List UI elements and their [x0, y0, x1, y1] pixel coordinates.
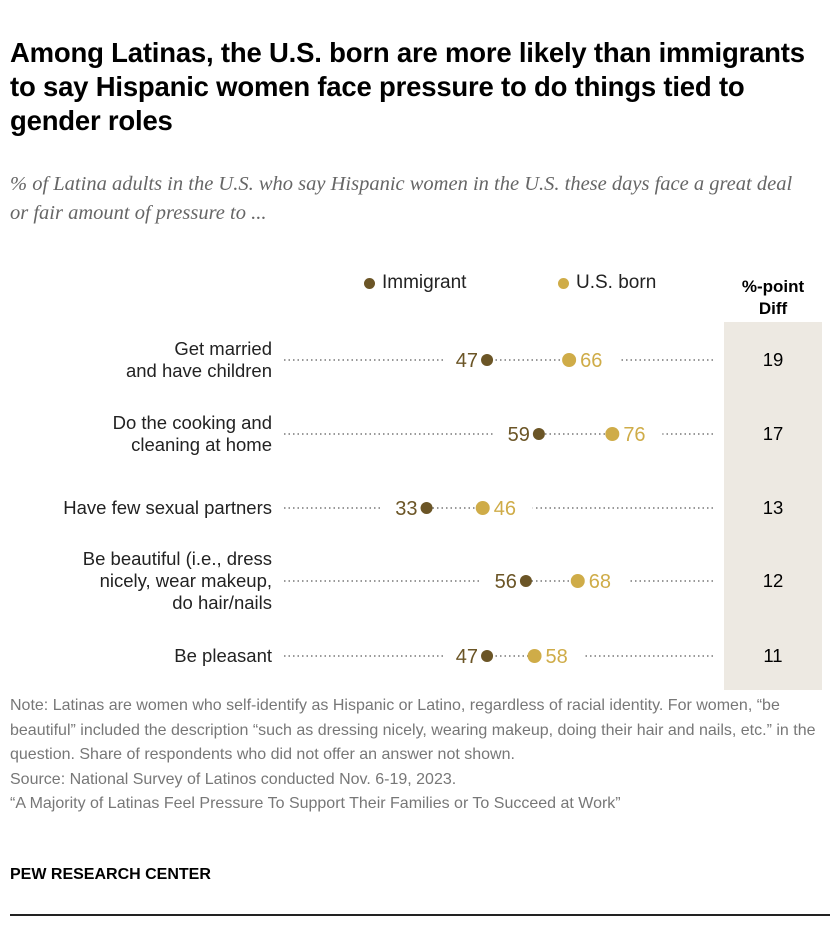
notes: Note: Latinas are women who self-identif… — [10, 694, 835, 817]
category-label-line: and have children — [125, 360, 272, 381]
immigrant-value-label: 47 — [456, 646, 478, 668]
diff-header: %-point Diff — [724, 276, 822, 320]
category-label-line: do hair/nails — [172, 592, 272, 613]
source-text: Source: National Survey of Latinos condu… — [10, 770, 457, 788]
label-backdrop — [382, 495, 423, 521]
legend-immigrant-label: Immigrant — [382, 272, 467, 293]
immigrant-value-label: 33 — [395, 498, 417, 520]
diff-column-background — [724, 322, 822, 690]
label-backdrop — [443, 347, 484, 373]
label-backdrop — [575, 347, 620, 373]
label-backdrop — [494, 421, 535, 447]
legend-us-born: U.S. born — [558, 272, 656, 294]
chart-subtitle: % of Latina adults in the U.S. who say H… — [10, 173, 793, 224]
category-label: Be pleasant — [174, 645, 272, 667]
diff-value: 19 — [762, 349, 784, 370]
us-born-value-label: 68 — [589, 571, 611, 593]
us-born-dot — [527, 649, 542, 663]
us-born-dot — [570, 574, 585, 588]
immigrant-dot — [519, 575, 532, 587]
label-backdrop — [618, 421, 663, 447]
category-label: Do the cooking and cleaning at home — [113, 412, 272, 456]
label-backdrop — [583, 568, 628, 594]
category-label-line: nicely, wear makeup, — [99, 570, 272, 591]
diff-value: 17 — [762, 423, 784, 444]
brand-logo-text: PEW RESEARCH CENTER — [10, 866, 211, 883]
category-label: Get married and have children — [126, 338, 272, 382]
note-text: Note: Latinas are women who self-identif… — [10, 697, 816, 763]
diff-header-line2: Diff — [758, 299, 788, 318]
immigrant-dot — [481, 650, 494, 662]
immigrant-dot — [481, 354, 494, 366]
category-label-line: Have few sexual partners — [63, 497, 272, 518]
diff-value: 11 — [763, 645, 783, 666]
us-born-value-label: 46 — [494, 498, 516, 520]
label-backdrop — [488, 495, 533, 521]
category-label-line: cleaning at home — [131, 434, 272, 455]
immigrant-value-label: 47 — [456, 350, 478, 372]
immigrant-value-label: 56 — [495, 571, 517, 593]
label-backdrop — [481, 568, 522, 594]
us-born-value-label: 58 — [546, 646, 568, 668]
us-born-dot — [605, 427, 620, 441]
category-label-line: Be beautiful (i.e., dress — [82, 548, 272, 569]
chart-title: Among Latinas, the U.S. born are more li… — [10, 37, 805, 136]
us-born-dot — [475, 501, 490, 515]
bottom-rule — [10, 914, 830, 916]
category-label-line: Do the cooking and — [112, 412, 272, 433]
category-label: Be beautiful (i.e., dress nicely, wear ma… — [83, 548, 272, 614]
immigrant-dot — [532, 428, 545, 440]
us-born-dot — [562, 353, 577, 367]
diff-value: 13 — [762, 497, 784, 518]
category-label: Have few sexual partners — [63, 497, 272, 519]
legend-immigrant-marker — [364, 277, 375, 289]
category-label-line: Be pleasant — [174, 645, 272, 666]
immigrant-value-label: 59 — [508, 424, 530, 446]
us-born-value-label: 76 — [623, 424, 645, 446]
legend-us-born-marker — [558, 277, 569, 289]
label-backdrop — [443, 643, 484, 669]
category-label-line: Get married — [174, 338, 272, 359]
report-title: “A Majority of Latinas Feel Pressure To … — [10, 795, 621, 812]
us-born-value-label: 66 — [580, 350, 602, 372]
diff-value: 12 — [762, 570, 784, 591]
immigrant-dot — [420, 502, 433, 514]
legend-immigrant: Immigrant — [364, 272, 466, 294]
diff-header-line1: %-point — [741, 277, 805, 296]
label-backdrop — [540, 643, 585, 669]
legend-us-born-label: U.S. born — [576, 272, 657, 293]
